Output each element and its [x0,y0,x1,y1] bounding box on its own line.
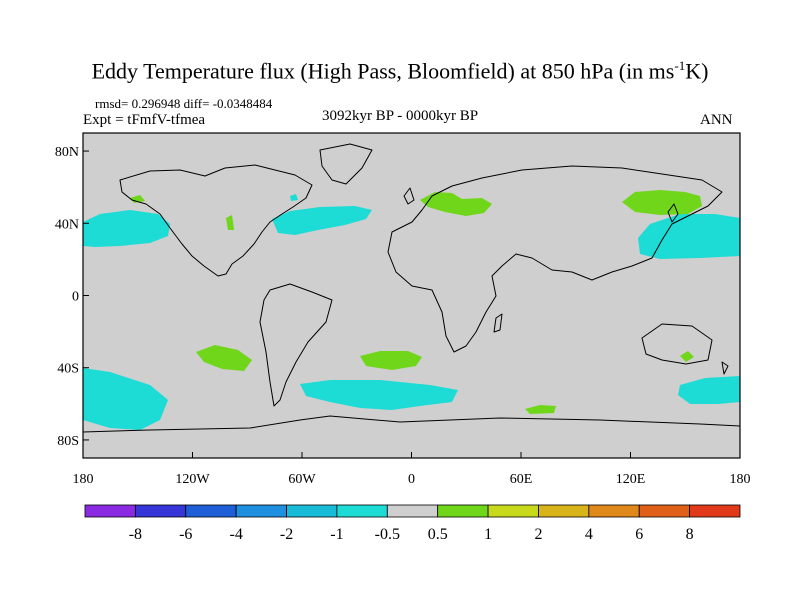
colorbar-swatch [134,504,187,518]
colorbar-swatch [235,504,287,518]
anomaly-region-east-asia [622,190,702,215]
anomaly-region-europe [420,192,492,216]
colorbar-label: -2 [280,526,293,543]
colorbar-label: -6 [179,526,192,543]
colorbar-label: -8 [129,526,142,543]
y-tick-label: 0 [72,290,79,305]
colorbar-swatch [487,504,539,518]
coastline-south-america [259,283,333,407]
colorbar-label: 4 [585,526,593,543]
x-tick-label: 180 [73,472,94,487]
coastline-madagascar [493,313,503,333]
coastline-africa-eurasia [387,165,723,353]
y-tick-label: 80S [57,434,79,449]
colorbar-swatch [638,504,691,518]
title-main: Eddy Temperature flux (High Pass, Bloomf… [91,58,675,84]
colorbar-swatch [84,504,136,518]
title-superscript: -1 [674,58,686,73]
colorbar-swatch [538,504,590,518]
coastline-antarctica [83,415,740,433]
colorbar-label: -1 [330,526,343,543]
anomaly-region-south-atlantic [360,351,422,370]
season-label: ANN [700,112,733,128]
stats-text: rmsd= 0.296948 diff= -0.0348484 [95,96,273,111]
colorbar-label: 8 [686,526,694,543]
colorbar-swatch [689,504,741,518]
coastline-new-zealand [721,361,729,375]
coastlines [83,143,740,433]
colorbar-swatch [437,504,489,518]
x-tick-label: 180 [730,472,751,487]
anomaly-region-southern-indian [678,376,740,404]
anomaly-region-small-1 [290,194,298,201]
anomaly-region-australia [680,351,694,362]
coastline-japan [667,203,679,223]
y-tick-label: 40N [55,217,79,232]
x-tick-label: 0 [408,472,415,487]
coastline-greenland [319,143,373,185]
anomaly-region-south-pacific [196,345,252,371]
x-tick-label: 120E [616,472,646,487]
anomaly-region-north-atlantic [272,206,372,235]
colorbar-swatch [286,504,338,518]
title-tail: K) [685,58,709,84]
anomaly-fields [83,143,740,433]
axis-ticks: 80N 40N 0 40S 80S 180 120W 60W 0 60E 120E 180 [55,145,751,487]
experiment-label: Expt = tFmfV-tfmea [83,112,206,128]
coastline-north-america [119,164,313,277]
y-tick-label: 80N [55,145,79,160]
anomaly-region-pacific-small [226,215,234,230]
colorbar-swatch [185,504,237,518]
coastline-uk [403,187,415,205]
anomaly-region-southern-pacific [83,368,168,430]
anomaly-region-southern-atlantic [300,380,458,410]
anomaly-region-southern-ocean-small [525,405,556,414]
anomaly-region-north-pacific-east [83,210,170,247]
colorbar-label: -0.5 [375,526,400,543]
plot-title: Eddy Temperature flux (High Pass, Bloomf… [0,58,800,84]
coastline-australia [641,323,713,365]
colorbar-label: 0.5 [428,526,448,543]
colorbar-label: 1 [484,526,492,543]
colorbar-label: 6 [635,526,643,543]
colorbar-label: 2 [534,526,542,543]
y-tick-label: 40S [57,362,79,377]
colorbar-label: -4 [229,526,242,543]
period-label: 3092kyr BP - 0000kyr BP [321,108,479,124]
x-tick-label: 120W [175,472,210,487]
x-tick-label: 60W [288,472,316,487]
colorbar-swatch [336,504,388,518]
x-tick-label: 60E [510,472,533,487]
anomaly-region-north-pacific-west [638,214,740,259]
colorbar-swatch [386,504,439,518]
colorbar-swatch [588,504,640,518]
